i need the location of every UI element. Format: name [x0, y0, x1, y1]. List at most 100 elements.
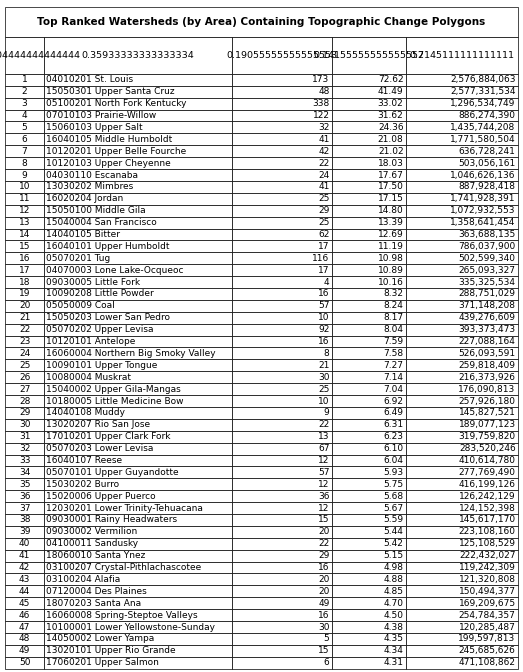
Text: 45: 45 — [19, 599, 30, 607]
Text: 29: 29 — [318, 551, 329, 560]
Text: 10: 10 — [318, 396, 329, 405]
Text: 12.69: 12.69 — [378, 230, 403, 239]
Text: 288,751,029: 288,751,029 — [459, 290, 516, 298]
Bar — [232, 573, 332, 585]
Bar — [5, 324, 44, 335]
Bar — [232, 228, 332, 241]
Text: 17060201 Upper Salmon: 17060201 Upper Salmon — [46, 658, 159, 667]
Bar — [44, 74, 232, 86]
Bar — [405, 633, 518, 645]
Bar — [332, 395, 405, 407]
Text: 46: 46 — [19, 611, 30, 620]
Bar — [405, 466, 518, 478]
Bar — [332, 181, 405, 193]
Bar — [232, 312, 332, 324]
Bar — [232, 193, 332, 205]
Text: 18: 18 — [19, 278, 30, 286]
Text: 49: 49 — [19, 646, 30, 655]
Text: 6.92: 6.92 — [383, 396, 403, 405]
Bar — [44, 324, 232, 335]
Text: 09030001 Rainy Headwaters: 09030001 Rainy Headwaters — [46, 515, 177, 524]
Bar — [5, 264, 44, 276]
Text: 29: 29 — [318, 206, 329, 215]
Text: 04070003 Lone Lake-Ocqueoc: 04070003 Lone Lake-Ocqueoc — [46, 265, 184, 275]
Text: 15: 15 — [318, 515, 329, 524]
Text: 23: 23 — [19, 337, 30, 346]
Text: 17.67: 17.67 — [378, 171, 403, 179]
Bar — [405, 312, 518, 324]
Bar — [5, 110, 44, 122]
Bar — [5, 478, 44, 491]
Text: 2,576,884,063: 2,576,884,063 — [450, 75, 516, 85]
Bar — [332, 538, 405, 550]
Text: 41: 41 — [19, 551, 30, 560]
Text: 48: 48 — [19, 634, 30, 643]
Text: 120,285,487: 120,285,487 — [459, 622, 516, 632]
Bar — [405, 300, 518, 312]
Text: 22: 22 — [318, 420, 329, 429]
Bar — [405, 110, 518, 122]
Bar — [44, 466, 232, 478]
Text: 116: 116 — [312, 254, 329, 263]
Bar — [232, 502, 332, 514]
Text: 15050100 Middle Gila: 15050100 Middle Gila — [46, 206, 146, 215]
Bar — [44, 633, 232, 645]
Text: 07120004 Des Plaines: 07120004 Des Plaines — [46, 587, 147, 596]
Bar — [5, 97, 44, 110]
Bar — [405, 360, 518, 371]
Text: 8.04: 8.04 — [383, 325, 403, 334]
Text: 1,046,626,136: 1,046,626,136 — [450, 171, 516, 179]
Text: 4.70: 4.70 — [383, 599, 403, 607]
Text: 176,090,813: 176,090,813 — [459, 384, 516, 394]
Text: 30: 30 — [318, 622, 329, 632]
Bar — [405, 621, 518, 633]
Bar — [44, 514, 232, 526]
Bar — [5, 395, 44, 407]
Text: 09030005 Little Fork: 09030005 Little Fork — [46, 278, 140, 286]
Bar — [232, 562, 332, 573]
Text: 05070202 Upper Levisa: 05070202 Upper Levisa — [46, 325, 154, 334]
Text: 338: 338 — [312, 99, 329, 108]
Bar — [332, 288, 405, 300]
Bar — [232, 657, 332, 669]
Bar — [232, 181, 332, 193]
Text: 125,108,529: 125,108,529 — [459, 539, 516, 548]
Text: 10120201 Upper Belle Fourche: 10120201 Upper Belle Fourche — [46, 146, 186, 156]
Bar — [332, 134, 405, 145]
Text: 20: 20 — [318, 575, 329, 584]
Bar — [332, 633, 405, 645]
Bar — [232, 241, 332, 253]
Text: 4.38: 4.38 — [383, 622, 403, 632]
Text: 20: 20 — [318, 528, 329, 536]
Text: 15040004 San Francisco: 15040004 San Francisco — [46, 218, 157, 227]
Text: 10.89: 10.89 — [378, 265, 403, 275]
Bar — [44, 86, 232, 97]
Text: 277,769,490: 277,769,490 — [459, 468, 516, 477]
Bar — [5, 621, 44, 633]
Bar — [405, 264, 518, 276]
Text: 10120103 Upper Cheyenne: 10120103 Upper Cheyenne — [46, 159, 171, 167]
Text: 5.44: 5.44 — [383, 528, 403, 536]
Text: 12: 12 — [318, 456, 329, 465]
Bar — [405, 550, 518, 562]
Bar — [232, 288, 332, 300]
Text: 119,242,309: 119,242,309 — [459, 563, 516, 572]
Bar — [332, 252, 405, 264]
Text: 5: 5 — [22, 123, 28, 132]
Text: 265,093,327: 265,093,327 — [459, 265, 516, 275]
Text: 5.15: 5.15 — [383, 551, 403, 560]
Text: 31.62: 31.62 — [378, 111, 403, 120]
Bar — [332, 205, 405, 216]
Bar — [232, 431, 332, 443]
Text: 14.80: 14.80 — [378, 206, 403, 215]
Text: 24: 24 — [19, 349, 30, 358]
Bar — [405, 371, 518, 383]
Bar — [405, 407, 518, 419]
Text: 67: 67 — [318, 444, 329, 453]
Text: 04100011 Sandusky: 04100011 Sandusky — [46, 539, 138, 548]
Bar — [232, 491, 332, 502]
Bar — [332, 491, 405, 502]
Bar — [232, 526, 332, 538]
Bar — [232, 371, 332, 383]
Bar — [44, 241, 232, 253]
